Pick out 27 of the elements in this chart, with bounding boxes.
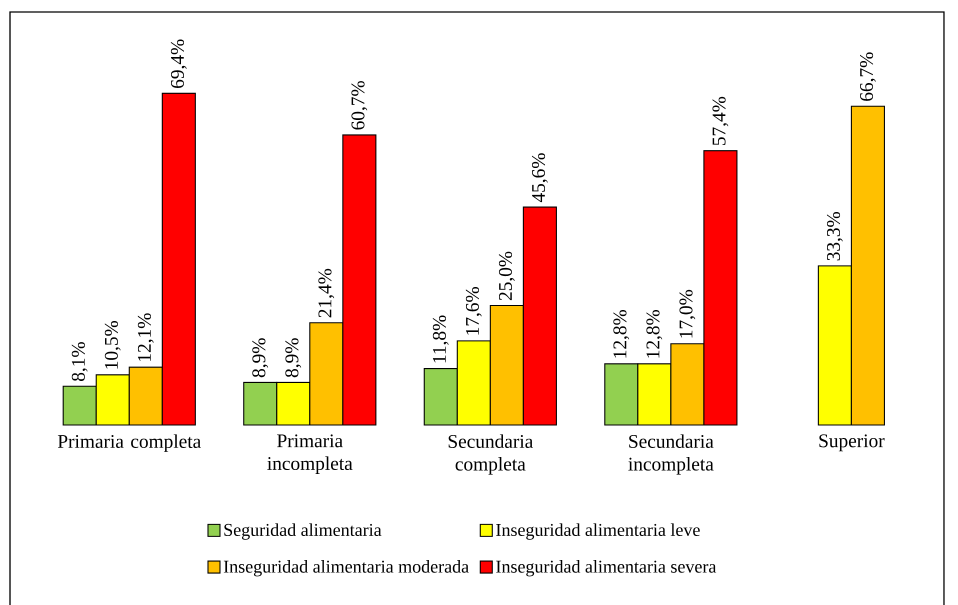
data-label: 60,7% [351,81,368,130]
legend-label: Inseguridad alimentaria severa [496,560,716,576]
x-tick-label: Superior [819,434,885,452]
data-label: 12,8% [613,310,630,358]
data-label: 25,0% [498,252,515,300]
data-label: 12,8% [646,310,662,358]
data-label: 17,6% [466,287,482,335]
x-tick-label: Primaria completa [58,434,201,452]
data-label: 33,3% [826,212,843,260]
data-label: 17,0% [679,290,696,338]
data-label: 8,9% [252,338,268,378]
data-label: 57,4% [712,96,728,146]
data-label: 69,4% [170,40,187,88]
legend-label: Seguridad alimentaria [224,523,382,540]
data-label: 45,6% [532,153,548,202]
legend-label: Inseguridad alimentaria moderada [224,560,469,576]
data-label: 10,5% [104,320,121,369]
data-label: 11,8% [432,315,449,362]
x-tick-label: Secundaria completa [448,434,534,475]
x-tick-label: Primaria incompleta [267,434,353,474]
x-tick-label: Secundaria incompleta [628,434,714,475]
legend-label: Inseguridad alimentaria leve [496,523,700,540]
data-label: 21,4% [318,268,334,318]
data-label: 12,1% [138,313,154,361]
data-label: 8,1% [72,342,88,382]
data-label: 8,9% [285,338,302,378]
data-label: 66,7% [860,52,876,101]
